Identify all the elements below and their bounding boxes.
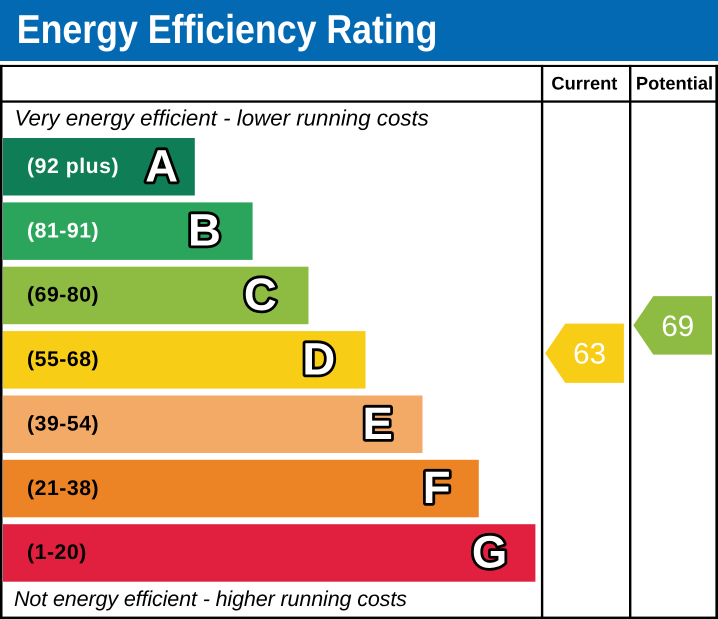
svg-text:C: C: [244, 269, 277, 320]
svg-text:Current: Current: [551, 73, 617, 94]
svg-text:(81-91): (81-91): [27, 219, 99, 242]
svg-text:(69-80): (69-80): [27, 284, 99, 307]
svg-text:63: 63: [573, 337, 606, 370]
svg-text:F: F: [423, 462, 451, 513]
svg-text:(39-54): (39-54): [27, 413, 99, 436]
svg-text:69: 69: [661, 310, 694, 343]
svg-text:(55-68): (55-68): [27, 348, 99, 371]
svg-text:Potential: Potential: [636, 73, 713, 94]
svg-text:Not energy efficient - higher: Not energy efficient - higher running co…: [14, 587, 407, 611]
svg-text:E: E: [363, 398, 393, 449]
svg-text:(1-20): (1-20): [27, 541, 87, 564]
svg-text:D: D: [302, 333, 335, 384]
svg-text:G: G: [472, 527, 507, 578]
svg-text:(92 plus): (92 plus): [27, 155, 119, 178]
svg-text:A: A: [145, 140, 178, 191]
svg-text:B: B: [188, 205, 221, 256]
svg-text:(21-38): (21-38): [27, 477, 99, 500]
svg-text:Very energy efficient - lower: Very energy efficient - lower running co…: [15, 106, 429, 131]
svg-text:Energy Efficiency Rating: Energy Efficiency Rating: [17, 7, 438, 52]
